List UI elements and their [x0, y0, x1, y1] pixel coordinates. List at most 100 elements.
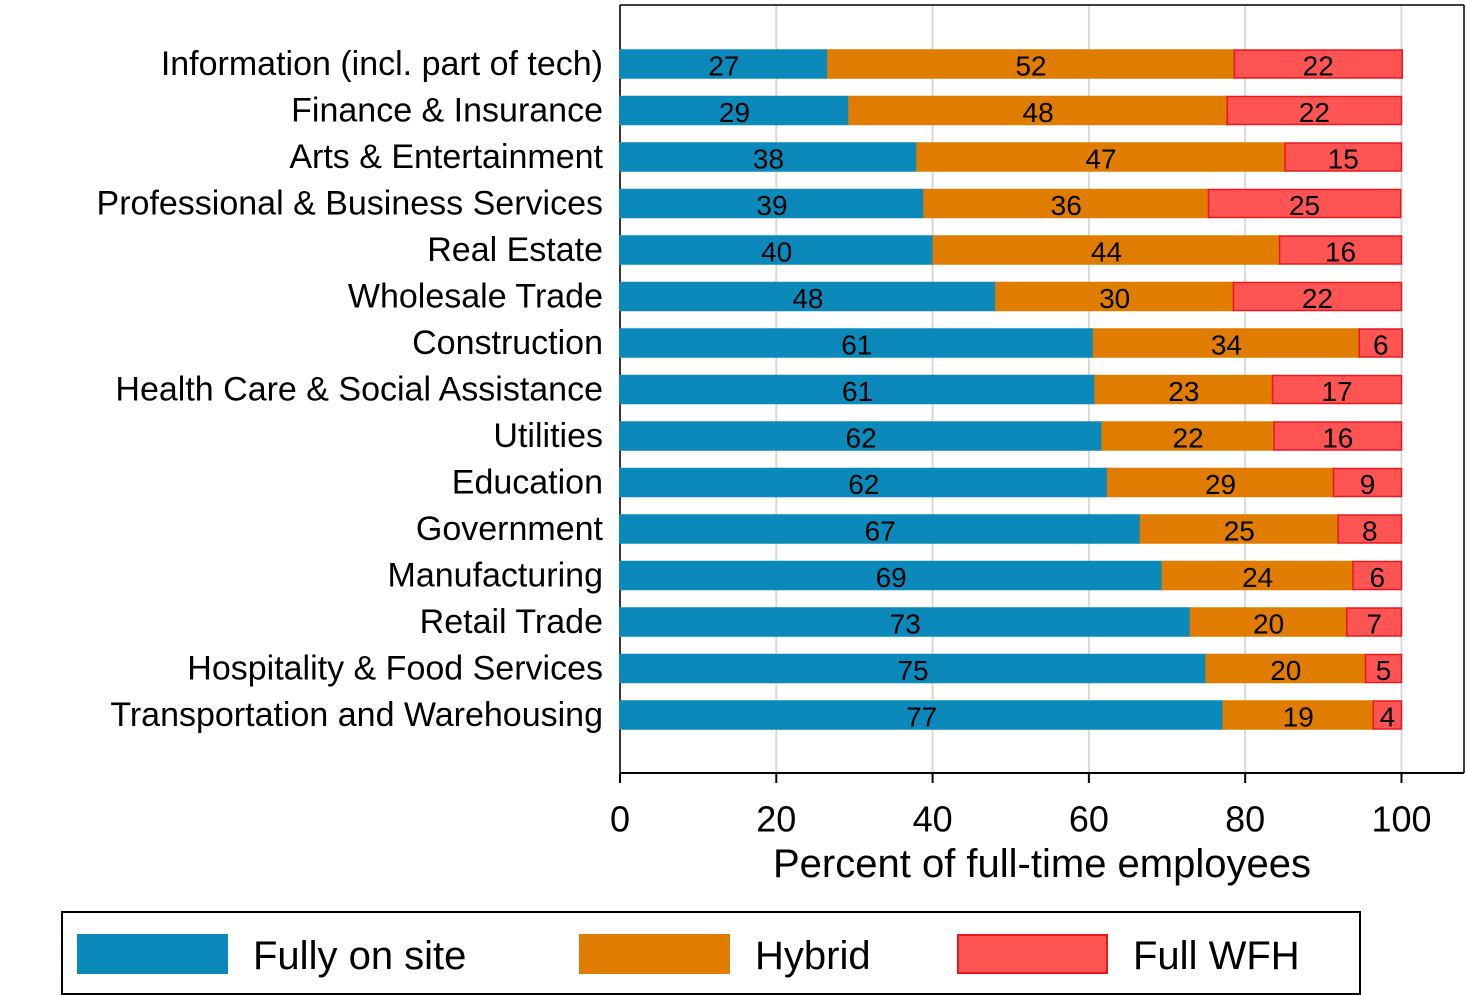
bar-segment	[923, 188, 1210, 219]
bar-segment	[1232, 281, 1403, 312]
bar-segment	[1364, 653, 1403, 684]
y-tick-label: Professional & Business Services	[97, 185, 603, 223]
data-label: 4	[1380, 702, 1396, 733]
data-label: 15	[1328, 144, 1359, 175]
bar-segment	[619, 700, 1225, 730]
data-label: 17	[1321, 376, 1352, 407]
legend-swatch	[77, 934, 228, 974]
data-label: 24	[1242, 562, 1273, 593]
bar-segment	[619, 142, 918, 172]
data-label: 34	[1211, 330, 1242, 361]
legend-swatch	[957, 934, 1108, 974]
data-label: 5	[1376, 655, 1392, 686]
legend-label: Full WFH	[1133, 934, 1300, 978]
data-label: 52	[1015, 51, 1046, 82]
data-label: 22	[1302, 283, 1333, 314]
bar-segment	[1278, 235, 1403, 265]
bar-segment	[1205, 653, 1367, 684]
data-label: 44	[1091, 237, 1122, 268]
data-label: 20	[1253, 609, 1284, 640]
bar-segment	[932, 235, 1281, 265]
y-tick-label: Hospitality & Food Services	[187, 650, 603, 688]
y-tick-label: Construction	[412, 324, 603, 362]
y-tick-label: Real Estate	[427, 231, 603, 269]
bar-segment	[619, 281, 997, 312]
bar-segment	[1161, 560, 1354, 591]
x-tick-label: 0	[610, 799, 630, 840]
bar-segment	[1233, 49, 1404, 79]
legend-label: Fully on site	[253, 934, 466, 978]
bar-segment	[1273, 421, 1403, 451]
data-label: 73	[890, 609, 921, 640]
x-tick-label: 40	[913, 799, 953, 840]
data-label: 38	[753, 144, 784, 175]
legend-label: Hybrid	[755, 934, 871, 978]
bar-segment	[619, 49, 829, 79]
x-tick-label: 60	[1069, 799, 1109, 840]
bar-segment	[1332, 467, 1403, 498]
data-label: 39	[756, 190, 787, 221]
bar-segment	[1139, 514, 1339, 544]
x-axis-title: Percent of full-time employees	[773, 842, 1311, 886]
bar-segment	[619, 653, 1207, 684]
x-tick-label: 80	[1225, 799, 1265, 840]
data-label: 8	[1362, 516, 1378, 547]
data-label: 61	[842, 376, 873, 407]
y-tick-label: Health Care & Social Assistance	[115, 371, 603, 409]
y-tick-label: Utilities	[493, 417, 603, 455]
data-label: 16	[1325, 237, 1356, 268]
data-label: 9	[1360, 469, 1376, 500]
bar-segment	[619, 235, 935, 265]
data-label: 61	[841, 330, 872, 361]
bar-segment	[619, 560, 1164, 591]
data-label: 22	[1303, 51, 1334, 82]
bar-segment	[619, 467, 1109, 498]
legend-box	[61, 911, 1361, 995]
data-label: 77	[906, 702, 937, 733]
bar-segment	[619, 188, 925, 219]
y-tick-label: Wholesale Trade	[348, 278, 603, 316]
data-label: 36	[1051, 190, 1082, 221]
bar-segment	[1092, 328, 1361, 358]
bar-segment	[1346, 607, 1403, 637]
data-label: 48	[792, 283, 823, 314]
bar-segment	[619, 374, 1096, 405]
data-label: 30	[1099, 283, 1130, 314]
data-label: 40	[761, 237, 792, 268]
data-label: 6	[1369, 562, 1385, 593]
bar-segment	[1207, 188, 1402, 219]
legend-swatch	[579, 934, 730, 974]
y-tick-label: Manufacturing	[388, 557, 603, 595]
data-label: 25	[1289, 190, 1320, 221]
y-tick-label: Government	[416, 510, 604, 548]
data-label: 69	[876, 562, 907, 593]
data-label: 16	[1322, 423, 1353, 454]
bar-segment	[1094, 374, 1274, 405]
data-label: 48	[1023, 97, 1054, 128]
data-label: 25	[1224, 516, 1255, 547]
bar-segment	[619, 328, 1095, 358]
bar-segment	[1352, 560, 1403, 591]
y-tick-label: Transportation and Warehousing	[110, 696, 603, 734]
data-label: 67	[865, 516, 896, 547]
bar-segment	[1284, 142, 1403, 172]
bar-segment	[827, 49, 1235, 79]
bar-segment	[1337, 514, 1403, 544]
data-label: 27	[708, 51, 739, 82]
x-tick-label: 20	[756, 799, 796, 840]
y-tick-label: Information (incl. part of tech)	[161, 45, 603, 83]
y-tick-label: Education	[452, 464, 603, 502]
data-label: 62	[848, 469, 879, 500]
data-label: 19	[1283, 702, 1314, 733]
y-tick-label: Arts & Entertainment	[289, 138, 603, 176]
data-label: 20	[1270, 655, 1301, 686]
bar-segment	[916, 142, 1286, 172]
data-label: 22	[1299, 97, 1330, 128]
data-label: 62	[846, 423, 877, 454]
bar-segment	[1101, 421, 1275, 451]
bar-segment	[1271, 374, 1403, 405]
data-label: 22	[1173, 423, 1204, 454]
data-label: 7	[1366, 609, 1382, 640]
x-tick-label: 100	[1371, 799, 1431, 840]
